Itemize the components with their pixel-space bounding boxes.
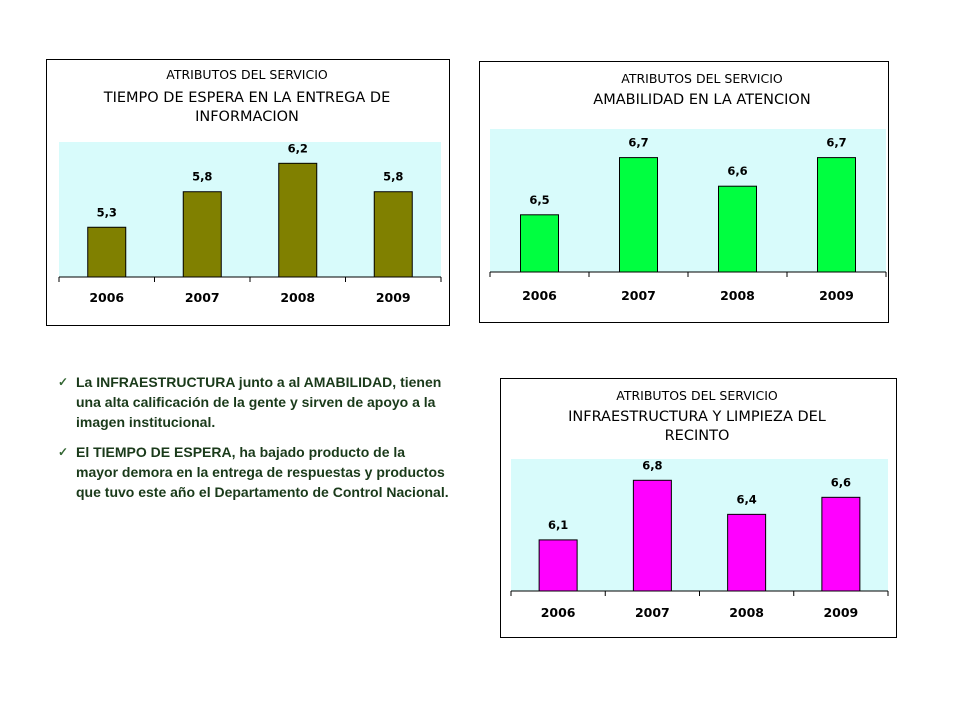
chart-title-line: RECINTO [665, 428, 730, 444]
data-label: 6,8 [642, 458, 662, 472]
tick-label: 2009 [823, 605, 858, 620]
data-label: 6,7 [628, 136, 648, 150]
chart-supertitle: ATRIBUTOS DEL SERVICIO [616, 388, 778, 403]
bar-2007 [632, 479, 672, 592]
bar-2008 [278, 162, 318, 278]
data-label: 6,2 [288, 141, 308, 155]
chart-tiempo-espera: ATRIBUTOS DEL SERVICIO TIEMPO DE ESPERA E… [46, 59, 450, 326]
tick-label: 2007 [635, 605, 670, 620]
check-icon: ✓ [58, 445, 69, 459]
data-label: 5,8 [383, 170, 403, 184]
chart-title-line: INFORMACION [195, 109, 299, 125]
tick-label: 2008 [729, 605, 764, 620]
chart-amabilidad: ATRIBUTOS DEL SERVICIO AMABILIDAD EN LA A… [479, 61, 889, 323]
bar-2006 [87, 226, 127, 278]
tick-label: 2007 [185, 290, 220, 305]
bar-2009 [373, 191, 413, 278]
chart-amabilidad-svg: ATRIBUTOS DEL SERVICIO AMABILIDAD EN LA A… [489, 71, 887, 303]
data-label: 6,1 [548, 518, 568, 532]
chart-title-line: AMABILIDAD EN LA ATENCION [593, 92, 810, 108]
check-icon: ✓ [58, 375, 69, 389]
bar-2008 [718, 185, 757, 273]
bar-2009 [821, 496, 861, 592]
data-label: 6,7 [826, 136, 846, 150]
data-label: 6,5 [529, 193, 549, 207]
data-label: 6,6 [727, 164, 747, 178]
tick-label: 2009 [819, 288, 854, 303]
tick-label: 2008 [280, 290, 315, 305]
bar-2006 [538, 539, 578, 592]
chart-supertitle: ATRIBUTOS DEL SERVICIO [621, 71, 783, 86]
bar-2008 [727, 513, 767, 592]
bar-2009 [817, 157, 856, 273]
note-item: ✓ La INFRAESTRUCTURA junto a al AMABILID… [58, 372, 450, 432]
bar-2006 [520, 214, 559, 273]
data-label: 6,6 [831, 475, 851, 489]
chart-infraestructura-svg: ATRIBUTOS DEL SERVICIO INFRAESTRUCTURA Y … [510, 388, 889, 620]
bar-2007 [619, 157, 658, 273]
data-label: 5,3 [97, 205, 117, 219]
tick-label: 2006 [522, 288, 557, 303]
note-item: ✓ El TIEMPO DE ESPERA, ha bajado product… [58, 442, 450, 502]
chart-tiempo-espera-svg: ATRIBUTOS DEL SERVICIO TIEMPO DE ESPERA E… [58, 67, 442, 305]
tick-label: 2006 [541, 605, 576, 620]
tick-label: 2008 [720, 288, 755, 303]
data-label: 5,8 [192, 170, 212, 184]
tick-label: 2006 [89, 290, 124, 305]
tick-label: 2007 [621, 288, 656, 303]
chart-supertitle: ATRIBUTOS DEL SERVICIO [166, 67, 328, 82]
data-label: 6,4 [736, 492, 756, 506]
tick-label: 2009 [376, 290, 411, 305]
chart-infraestructura: ATRIBUTOS DEL SERVICIO INFRAESTRUCTURA Y … [500, 378, 897, 638]
chart-title-line: INFRAESTRUCTURA Y LIMPIEZA DEL [568, 409, 826, 425]
notes-list: ✓ La INFRAESTRUCTURA junto a al AMABILID… [58, 372, 450, 512]
note-text: La INFRAESTRUCTURA junto a al AMABILIDAD… [76, 374, 442, 430]
chart-title-line: TIEMPO DE ESPERA EN LA ENTREGA DE [103, 90, 391, 106]
note-text: El TIEMPO DE ESPERA, ha bajado producto … [76, 444, 449, 500]
bar-2007 [182, 191, 222, 278]
